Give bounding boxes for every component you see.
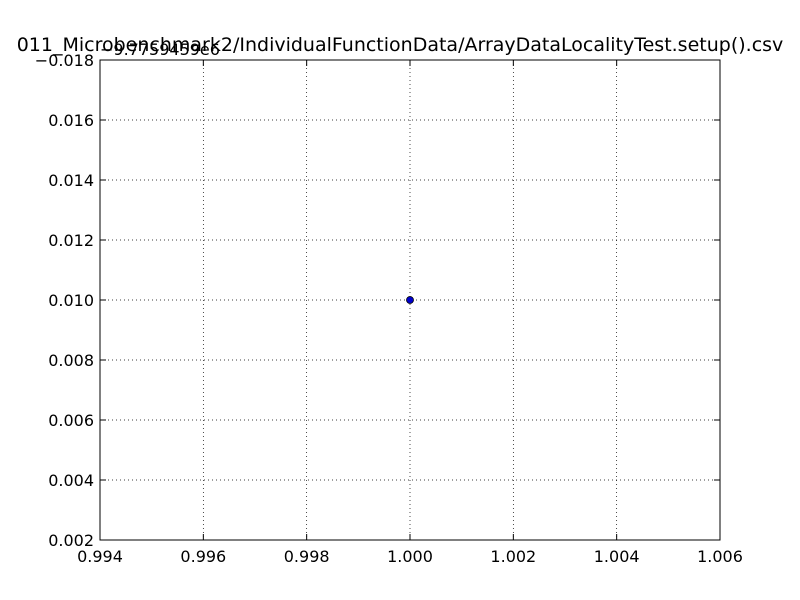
- y-tick-label: 0.004: [48, 471, 94, 490]
- x-tick-label: 0.994: [77, 547, 123, 566]
- x-tick-label: 1.006: [697, 547, 743, 566]
- chart-title: 011_Microbenchmark2/IndividualFunctionDa…: [0, 34, 800, 64]
- data-point: [406, 296, 414, 304]
- chart-title-text: 011_Microbenchmark2/IndividualFunctionDa…: [16, 34, 784, 56]
- y-tick-label: 0.010: [48, 291, 94, 310]
- data-points: [406, 296, 414, 304]
- x-tick-label: 1.000: [387, 547, 433, 566]
- x-tick-label: 0.996: [180, 547, 226, 566]
- y-tick-label: −0.018: [35, 51, 94, 70]
- x-tick-label: 0.998: [284, 547, 330, 566]
- y-tick-labels: 0.002 0.004 0.006 0.008 0.010 0.012 0.014 0.016…: [35, 51, 94, 550]
- grid-lines: [100, 60, 720, 540]
- y-tick-label: 0.008: [48, 351, 94, 370]
- x-tick-labels: 0.994 0.996 0.998 1.000 1.002 1.004 1.006: [77, 547, 743, 566]
- y-tick-label: 0.006: [48, 411, 94, 430]
- y-tick-label: 0.012: [48, 231, 94, 250]
- x-tick-label: 1.002: [490, 547, 536, 566]
- x-tick-label: 1.004: [594, 547, 640, 566]
- y-tick-label: 0.016: [48, 111, 94, 130]
- y-tick-label: 0.014: [48, 171, 94, 190]
- plot-frame: [99, 59, 721, 541]
- y-offset-label: −9.7759459e6: [100, 40, 220, 59]
- y-tick-label: 0.002: [48, 531, 94, 550]
